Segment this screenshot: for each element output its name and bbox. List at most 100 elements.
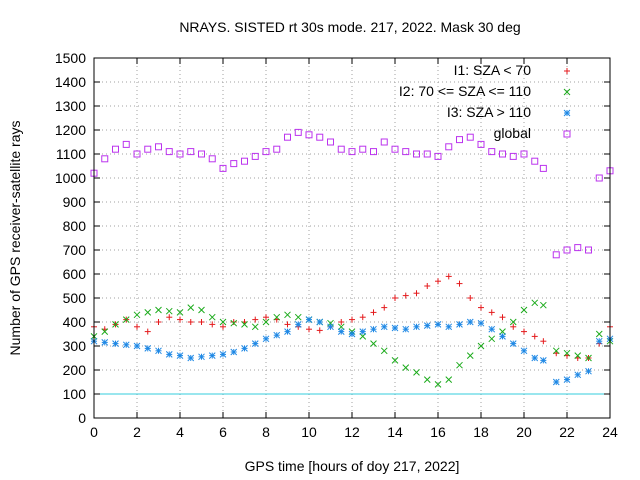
data-point [509,318,517,326]
data-point [413,369,420,376]
data-point [488,325,496,333]
data-point [531,157,539,165]
data-point [456,361,463,369]
y-tick-label: 700 [63,242,87,258]
ticks: 0 2 4 6 8 10 12 14 16 18 20 22 240100200300400500600… [55,50,618,440]
data-point [348,148,356,156]
data-point [262,318,270,326]
data-point [337,328,345,335]
y-tick-label: 400 [63,314,87,330]
data-point [520,347,528,355]
data-point [208,155,216,163]
data-point [381,304,388,311]
data-point [348,330,356,338]
data-point [467,295,474,301]
x-tick-label: 0 [90,424,98,440]
x-tick-label: 4 [176,424,184,440]
data-point [101,339,109,346]
data-point [262,335,270,343]
data-point [251,152,259,160]
data-point [305,131,313,139]
x-tick-label: 22 [559,424,575,440]
data-point [220,323,226,330]
data-point [423,376,431,383]
data-point [478,304,484,311]
data-point [434,152,442,160]
data-point [198,306,205,314]
y-tick-label: 200 [63,362,87,378]
data-point [305,316,313,323]
data-point [187,354,195,362]
data-point [219,351,227,358]
legend-label: I2: 70 <= SZA <= 110 [399,83,531,99]
data-point [563,376,571,383]
data-point [133,342,141,350]
data-point [370,325,377,333]
y-tick-label: 1300 [55,98,86,114]
series-3 [90,316,614,386]
data-point [316,133,324,141]
data-point [241,345,248,352]
data-point [466,133,474,141]
data-point [241,321,248,328]
data-point [402,292,409,299]
data-point [391,145,399,153]
data-point [423,150,431,158]
data-point [391,357,399,364]
data-point [122,140,130,148]
legend-label: I1: SZA < 70 [454,62,532,78]
y-tick-label: 900 [63,194,87,210]
data-point [434,321,442,328]
data-point [595,174,603,182]
data-point [133,311,141,319]
data-point [456,321,463,328]
legend-marker [563,130,571,138]
data-point [539,301,547,309]
data-point [520,150,528,158]
data-point [391,324,399,332]
data-point [144,309,152,316]
data-point [198,319,205,325]
data-point [176,150,184,158]
x-tick-label: 14 [387,424,403,440]
data-point [424,283,431,289]
data-point [413,323,420,331]
legend-label: I3: SZA > 110 [447,104,531,120]
y-tick-label: 1400 [55,74,86,90]
data-point [306,326,312,333]
data-point [230,319,237,325]
y-axis-label: Number of GPS receiver-satellite rays [7,121,23,356]
x-tick-label: 24 [602,424,618,440]
data-point [166,314,173,321]
data-point [445,376,453,383]
y-tick-label: 1000 [55,170,86,186]
data-point [209,321,216,328]
data-point [112,340,119,347]
data-point [552,347,560,355]
data-point [499,314,506,321]
data-point [165,148,173,156]
data-point [539,164,547,172]
data-point [337,145,345,153]
y-tick-label: 100 [63,386,87,402]
data-point [187,148,195,156]
data-point [316,318,324,326]
data-point [477,319,485,327]
data-point [241,157,248,165]
data-point [435,278,441,285]
data-point [488,335,496,343]
data-point [284,328,291,335]
data-point [144,145,152,153]
data-point [198,353,205,361]
data-point [122,341,130,349]
data-point [477,342,485,350]
legend-marker [563,109,571,117]
data-point [402,364,410,371]
data-point [155,143,162,151]
data-point [273,331,281,339]
data-point [208,313,216,321]
data-point [477,140,485,148]
data-point [585,354,592,362]
x-tick-label: 2 [133,424,141,440]
data-point [574,352,582,359]
